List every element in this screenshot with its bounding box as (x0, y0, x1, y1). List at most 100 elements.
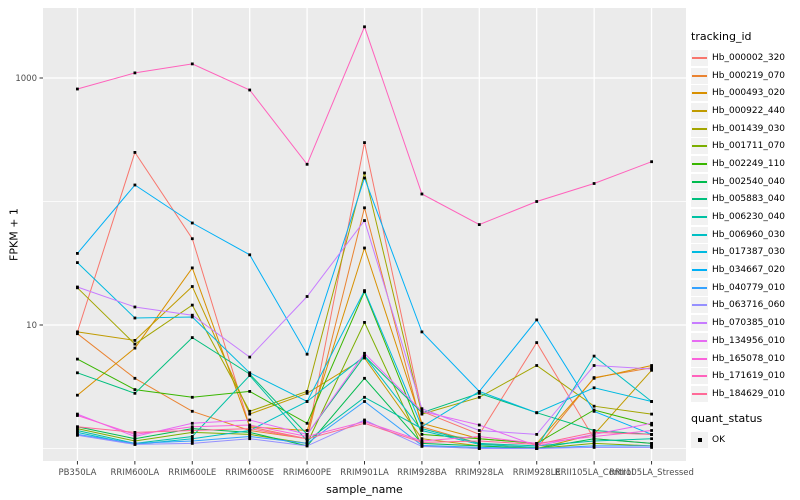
series-color-line-icon (692, 92, 707, 95)
quant-ok-key (691, 431, 708, 448)
legend-label: Hb_034667_020 (712, 265, 786, 276)
data-point (190, 313, 194, 317)
legend-swatch (691, 279, 708, 296)
data-point (592, 435, 596, 438)
data-point (248, 427, 252, 430)
data-point (305, 421, 309, 425)
data-point (420, 437, 424, 441)
data-point (420, 429, 424, 432)
data-point (76, 87, 79, 91)
x-tick-label: RRIM928BA (397, 468, 447, 478)
data-point (133, 71, 137, 75)
series-color-line-icon (692, 375, 707, 378)
x-tick-label: RRIM901LA (340, 468, 389, 478)
data-point (305, 444, 309, 448)
data-point (363, 351, 366, 355)
data-point (248, 429, 252, 432)
legend-label: Hb_070385_010 (712, 318, 786, 329)
data-point (535, 341, 539, 344)
data-point (248, 425, 252, 429)
legend-item: Hb_134956_010 (691, 332, 799, 350)
data-point (420, 192, 424, 196)
data-point (190, 439, 194, 443)
data-point (650, 442, 653, 445)
data-point (133, 183, 137, 187)
data-point (592, 446, 596, 449)
data-point (133, 346, 137, 350)
data-point (650, 364, 653, 367)
data-point (76, 433, 79, 437)
legend-swatch (691, 350, 708, 367)
data-point (363, 356, 366, 360)
legend-item: Hb_000219_070 (691, 67, 799, 85)
legend-label: Hb_000493_020 (712, 88, 786, 99)
x-axis-title: sample_name (326, 483, 403, 496)
data-point (592, 444, 596, 448)
series-color-line-icon (692, 339, 707, 342)
data-point (592, 404, 596, 408)
data-point (190, 425, 194, 429)
data-point (363, 376, 366, 380)
data-point (133, 388, 137, 391)
legend-swatch (691, 155, 708, 172)
data-point (477, 435, 481, 438)
legend-swatch (691, 297, 708, 314)
black-square-point-icon (697, 437, 702, 442)
data-point (248, 418, 252, 422)
data-point (535, 447, 539, 450)
data-point (248, 433, 252, 436)
legend-item-ok: OK (691, 431, 799, 449)
data-point (477, 390, 481, 393)
data-point (305, 352, 309, 356)
legend-item: Hb_184629_010 (691, 385, 799, 403)
data-point (190, 336, 194, 339)
data-point (248, 88, 252, 92)
data-point (420, 407, 424, 411)
data-point (76, 431, 79, 434)
data-point (248, 409, 252, 413)
legend-title-quant-status: quant_status (691, 411, 763, 425)
data-point (420, 427, 424, 430)
data-point (592, 364, 596, 367)
data-point (535, 318, 539, 322)
series-color-line-icon (692, 109, 707, 112)
legend-swatch (691, 191, 708, 208)
data-point (650, 446, 653, 449)
data-point (190, 315, 194, 319)
data-point (363, 289, 366, 292)
legend-item: Hb_002540_040 (691, 173, 799, 191)
legend-label: Hb_000002_320 (712, 52, 786, 63)
legend-swatch (691, 173, 708, 190)
data-point (363, 25, 366, 29)
data-point (592, 442, 596, 445)
data-point (133, 437, 137, 441)
legend-label: Hb_002249_110 (712, 158, 786, 169)
x-tick-label: RRII105LA_Control (555, 468, 634, 478)
data-point (592, 376, 596, 380)
legend-item: Hb_040779_010 (691, 279, 799, 297)
legend-item: Hb_002249_110 (691, 155, 799, 173)
data-point (363, 418, 366, 422)
data-point (190, 285, 194, 288)
data-point (305, 162, 309, 166)
data-point (477, 443, 481, 446)
data-point (190, 221, 194, 225)
data-point (650, 160, 653, 164)
legend-label: Hb_000219_070 (712, 70, 786, 81)
data-point (248, 423, 252, 427)
data-point (650, 429, 653, 432)
series-color-line-icon (692, 198, 707, 201)
data-point (420, 421, 424, 425)
legend-item: Hb_000493_020 (691, 84, 799, 102)
data-point (133, 439, 137, 443)
x-tick-label: RRIM600LA (111, 468, 160, 478)
data-point (133, 376, 137, 380)
data-point (190, 442, 194, 445)
data-point (248, 431, 252, 434)
data-point (363, 141, 366, 144)
legend-label: Hb_001439_030 (712, 123, 786, 134)
legend-label: Hb_134956_010 (712, 335, 786, 346)
data-point (76, 414, 79, 417)
